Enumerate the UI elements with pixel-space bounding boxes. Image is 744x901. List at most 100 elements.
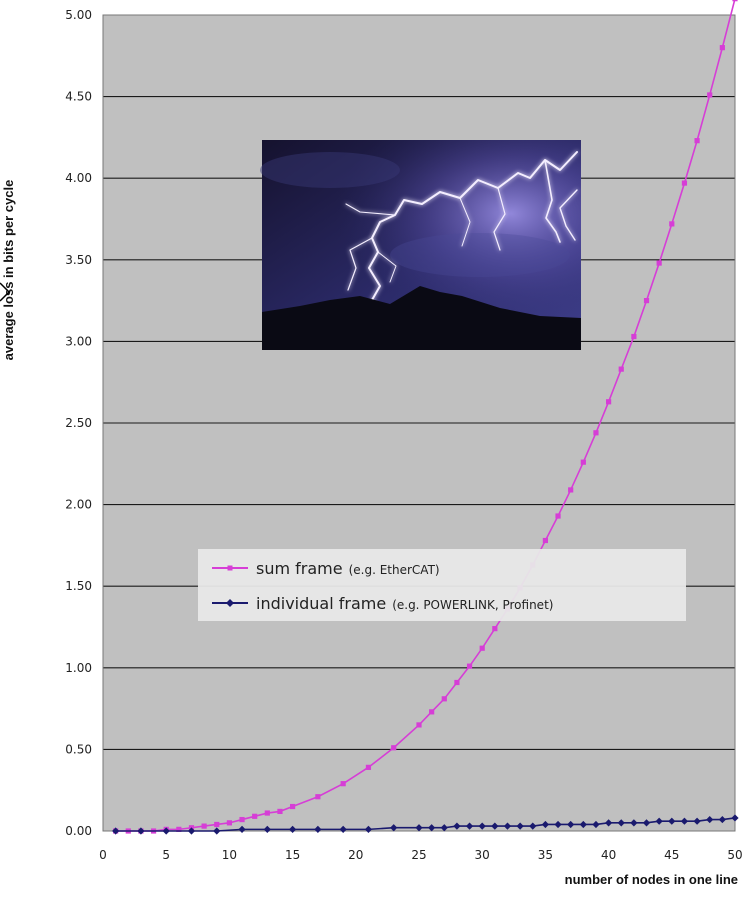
x-tick-label: 30	[475, 848, 490, 862]
data-point-sum-frame	[226, 820, 232, 826]
lightning-photo	[260, 140, 581, 350]
data-point-individual-frame	[112, 827, 120, 835]
data-point-individual-frame	[428, 824, 436, 832]
data-point-individual-frame	[680, 817, 689, 825]
data-point-sum-frame	[542, 537, 548, 544]
legend-sum-frame-label: sum frame (e.g. EtherCAT)	[256, 559, 440, 578]
y-tick-label: 1.00	[65, 661, 92, 675]
data-point-individual-frame	[693, 817, 701, 825]
y-tick-labels: 0.00 0.50 1.00 1.50 2.00 2.50 3.00 3.50 4.00 4.50…	[65, 8, 92, 838]
data-point-individual-frame	[162, 827, 170, 835]
series-layer	[112, 0, 739, 835]
data-point-sum-frame	[694, 138, 700, 144]
data-point-sum-frame	[643, 298, 650, 304]
data-point-individual-frame	[731, 814, 739, 822]
x-tick-label: 0	[99, 848, 107, 862]
data-point-individual-frame	[238, 825, 246, 833]
data-point-sum-frame	[429, 709, 435, 715]
data-point-sum-frame	[732, 0, 738, 2]
data-point-individual-frame	[529, 822, 537, 830]
data-point-individual-frame	[453, 822, 461, 830]
y-tick-label: 2.50	[65, 416, 92, 430]
data-point-individual-frame	[642, 819, 651, 827]
data-point-individual-frame	[187, 827, 196, 835]
data-point-sum-frame	[618, 366, 624, 372]
y-tick-label: 3.00	[65, 334, 92, 348]
data-point-individual-frame	[314, 825, 322, 833]
data-point-individual-frame	[364, 825, 373, 833]
data-point-sum-frame	[631, 333, 637, 340]
data-point-individual-frame	[668, 817, 676, 825]
data-point-individual-frame	[415, 824, 423, 832]
x-tick-label: 20	[348, 848, 363, 862]
data-point-sum-frame	[239, 816, 245, 823]
data-point-individual-frame	[390, 824, 398, 832]
data-point-individual-frame	[516, 822, 524, 830]
data-point-individual-frame	[440, 824, 448, 832]
data-point-sum-frame	[479, 645, 485, 651]
data-point-individual-frame	[263, 825, 271, 833]
data-point-sum-frame	[201, 823, 207, 829]
data-point-individual-frame	[465, 822, 474, 830]
data-point-sum-frame	[719, 45, 725, 51]
legend: sum frame (e.g. EtherCAT) individual fram…	[198, 549, 686, 621]
data-point-individual-frame	[491, 822, 499, 830]
data-point-sum-frame	[214, 821, 220, 828]
y-tick-label: 4.00	[65, 171, 92, 185]
data-point-individual-frame	[503, 822, 512, 830]
data-point-sum-frame	[365, 764, 372, 770]
y-tick-label: 0.50	[65, 742, 92, 756]
data-point-individual-frame	[718, 815, 726, 824]
data-point-sum-frame	[391, 745, 397, 751]
x-tick-label: 35	[538, 848, 553, 862]
data-point-sum-frame	[669, 221, 675, 227]
legend-individual-frame-label: individual frame (e.g. POWERLINK, Profine…	[256, 594, 553, 613]
x-tick-label: 25	[411, 848, 426, 862]
data-point-sum-frame	[466, 663, 473, 669]
y-tick-label: 2.00	[65, 498, 92, 512]
data-point-individual-frame	[567, 820, 575, 829]
data-point-individual-frame	[706, 815, 714, 824]
y-tick-label: 5.00	[65, 8, 92, 22]
data-point-sum-frame	[315, 794, 321, 800]
y-tick-label: 4.50	[65, 90, 92, 104]
x-tick-labels: 0 5 10 15 20 25 30 35 40 45 50	[99, 848, 742, 862]
cursor-icon	[0, 282, 11, 302]
y-axis-title: average loss in bits per cycle	[1, 180, 16, 361]
y-tick-label: 1.50	[65, 579, 92, 593]
legend-box	[198, 549, 686, 621]
data-point-individual-frame	[213, 827, 221, 835]
legend-individual-frame-swatch-marker	[226, 599, 234, 607]
x-tick-label: 45	[664, 848, 679, 862]
data-point-sum-frame	[606, 399, 612, 405]
x-tick-label: 40	[601, 848, 616, 862]
x-tick-label: 15	[285, 848, 300, 862]
data-point-sum-frame	[568, 487, 574, 493]
data-point-individual-frame	[541, 820, 549, 829]
data-point-sum-frame	[441, 696, 447, 702]
x-tick-label: 10	[222, 848, 237, 862]
data-point-individual-frame	[617, 819, 625, 827]
data-point-individual-frame	[554, 820, 562, 829]
data-point-sum-frame	[176, 826, 182, 832]
data-point-sum-frame	[454, 679, 460, 686]
data-point-individual-frame	[478, 822, 486, 830]
legend-sum-frame-swatch-marker	[227, 565, 233, 571]
data-point-individual-frame	[630, 819, 638, 827]
data-point-sum-frame	[593, 430, 599, 436]
data-point-sum-frame	[340, 781, 346, 787]
data-point-sum-frame	[707, 92, 713, 98]
data-point-individual-frame	[339, 825, 347, 833]
data-point-sum-frame	[656, 260, 662, 266]
data-point-individual-frame	[579, 820, 587, 829]
data-point-sum-frame	[492, 626, 498, 632]
data-point-individual-frame	[137, 827, 145, 835]
data-point-individual-frame	[605, 819, 613, 827]
data-point-sum-frame	[580, 459, 586, 465]
data-point-sum-frame	[290, 803, 296, 810]
data-point-sum-frame	[681, 180, 688, 186]
x-tick-label: 5	[162, 848, 170, 862]
data-point-sum-frame	[555, 513, 561, 519]
y-tick-label: 3.50	[65, 253, 92, 267]
